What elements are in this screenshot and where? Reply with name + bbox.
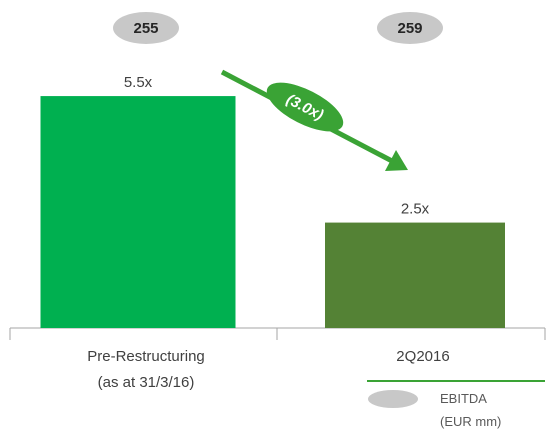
annotation-oval — [266, 82, 344, 132]
bar — [40, 96, 236, 328]
arrow-head — [385, 150, 408, 171]
bar — [325, 222, 505, 328]
legend-label: EBITDA (EUR mm) — [440, 391, 502, 429]
value-label: 5.5x — [124, 74, 153, 91]
x-tick-label: 2Q2016 — [396, 348, 450, 365]
value-label: 2.5x — [401, 201, 430, 218]
legend-swatch — [368, 390, 418, 408]
x-tick-label: Pre-Restructuring (as at 31/3/16) — [87, 348, 205, 391]
ebitda-oval — [113, 12, 179, 44]
ebitda-value: 255 — [133, 20, 158, 37]
ebitda-value: 259 — [397, 20, 422, 37]
ebitda-oval — [377, 12, 443, 44]
annotation: (3.0x) — [266, 82, 344, 132]
